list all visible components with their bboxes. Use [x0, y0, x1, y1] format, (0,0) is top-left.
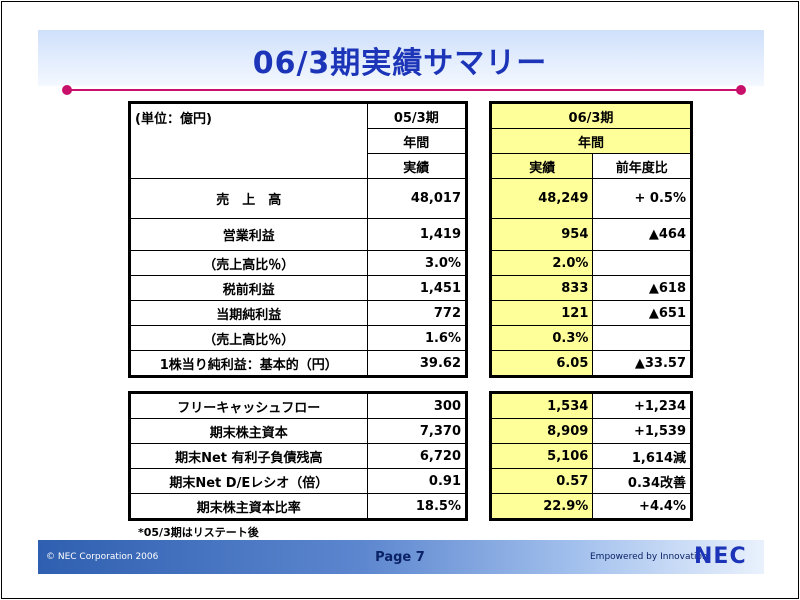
header-yoy: 前年度比 — [592, 153, 692, 179]
row-label: （売上高比％） — [129, 250, 368, 276]
row-prev: 1,451 — [366, 275, 468, 301]
unit-label: (単位：億円) — [129, 102, 368, 179]
row-prev: 1.6% — [366, 325, 468, 351]
row-curr: 22.9% — [489, 493, 594, 520]
row-yoy: +1,539 — [592, 418, 692, 444]
row-label: 税前利益 — [129, 275, 368, 301]
row-yoy: ▲651 — [592, 300, 692, 326]
row-curr: 954 — [489, 218, 594, 251]
copyright-text: © NEC Corporation 2006 — [46, 552, 159, 562]
row-yoy: ▲464 — [592, 218, 692, 251]
header-prev-annual: 年間 — [366, 128, 468, 154]
header-prev-actual: 実績 — [366, 153, 468, 179]
row-yoy: + 0.5% — [592, 178, 692, 219]
row-curr: 121 — [489, 300, 594, 326]
row-yoy: +4.4% — [592, 493, 692, 520]
header-prev-period: 05/3期 — [366, 102, 468, 129]
footnote: *05/3期はリステート後 — [138, 526, 259, 539]
row-prev: 3.0% — [366, 250, 468, 276]
tagline: Empowered by Innovation — [590, 552, 708, 562]
nec-logo: NEC — [694, 544, 747, 569]
row-yoy: 1,614減 — [592, 443, 692, 469]
row-curr: 0.57 — [489, 468, 594, 494]
row-curr: 833 — [489, 275, 594, 301]
table-main-right: 06/3期 年間 実績 前年度比 48,249 + 0.5% 954 ▲464 2.0… — [489, 101, 693, 378]
row-curr: 8,909 — [489, 418, 594, 444]
table-second-right: 1,534 +1,234 8,909 +1,539 5,106 1,614減 0.57… — [489, 391, 693, 521]
title-rule — [66, 89, 742, 91]
row-yoy — [592, 325, 692, 351]
table-main-left: (単位：億円) 05/3期 年間 実績 売 上 高 48,017 営業利益 1,41… — [128, 101, 468, 378]
row-label: 期末Net 有利子負債残高 — [129, 443, 368, 469]
header-curr-annual: 年間 — [490, 128, 692, 154]
title-band — [38, 30, 764, 86]
row-yoy: 0.34改善 — [592, 468, 692, 494]
row-label: 期末Net D/Eレシオ（倍） — [129, 468, 368, 494]
row-label: 期末株主資本比率 — [129, 493, 368, 520]
row-curr: 6.05 — [489, 350, 594, 377]
row-prev: 772 — [366, 300, 468, 326]
row-prev: 0.91 — [366, 468, 468, 494]
row-prev: 1,419 — [366, 218, 468, 251]
rule-right-dot — [736, 85, 746, 95]
footer-bar — [38, 540, 764, 574]
row-curr: 1,534 — [489, 392, 594, 419]
header-curr-actual: 実績 — [489, 153, 594, 179]
row-prev: 6,720 — [366, 443, 468, 469]
row-label: 営業利益 — [129, 218, 368, 251]
row-curr: 2.0% — [489, 250, 594, 276]
row-prev: 300 — [366, 392, 468, 419]
row-curr: 0.3% — [489, 325, 594, 351]
row-label: 当期純利益 — [129, 300, 368, 326]
row-label: 売 上 高 — [129, 178, 368, 219]
header-curr-period: 06/3期 — [490, 102, 692, 129]
row-label: フリーキャッシュフロー — [129, 392, 368, 419]
row-yoy: +1,234 — [592, 392, 692, 419]
row-prev: 39.62 — [366, 350, 468, 377]
row-curr: 5,106 — [489, 443, 594, 469]
rule-left-dot — [62, 85, 72, 95]
page-number: Page 7 — [375, 550, 425, 565]
row-label: 期末株主資本 — [129, 418, 368, 444]
table-second-left: フリーキャッシュフロー 300 期末株主資本 7,370 期末Net 有利子負債残高… — [128, 391, 468, 521]
row-yoy — [592, 250, 692, 276]
row-yoy: ▲33.57 — [592, 350, 692, 377]
row-yoy: ▲618 — [592, 275, 692, 301]
row-label: （売上高比％） — [129, 325, 368, 351]
row-prev: 18.5% — [366, 493, 468, 520]
row-prev: 7,370 — [366, 418, 468, 444]
row-curr: 48,249 — [489, 178, 594, 219]
row-prev: 48,017 — [366, 178, 468, 219]
row-label: 1株当り純利益：基本的（円） — [129, 350, 368, 377]
slide-title: 06/3期実績サマリー — [252, 46, 548, 81]
